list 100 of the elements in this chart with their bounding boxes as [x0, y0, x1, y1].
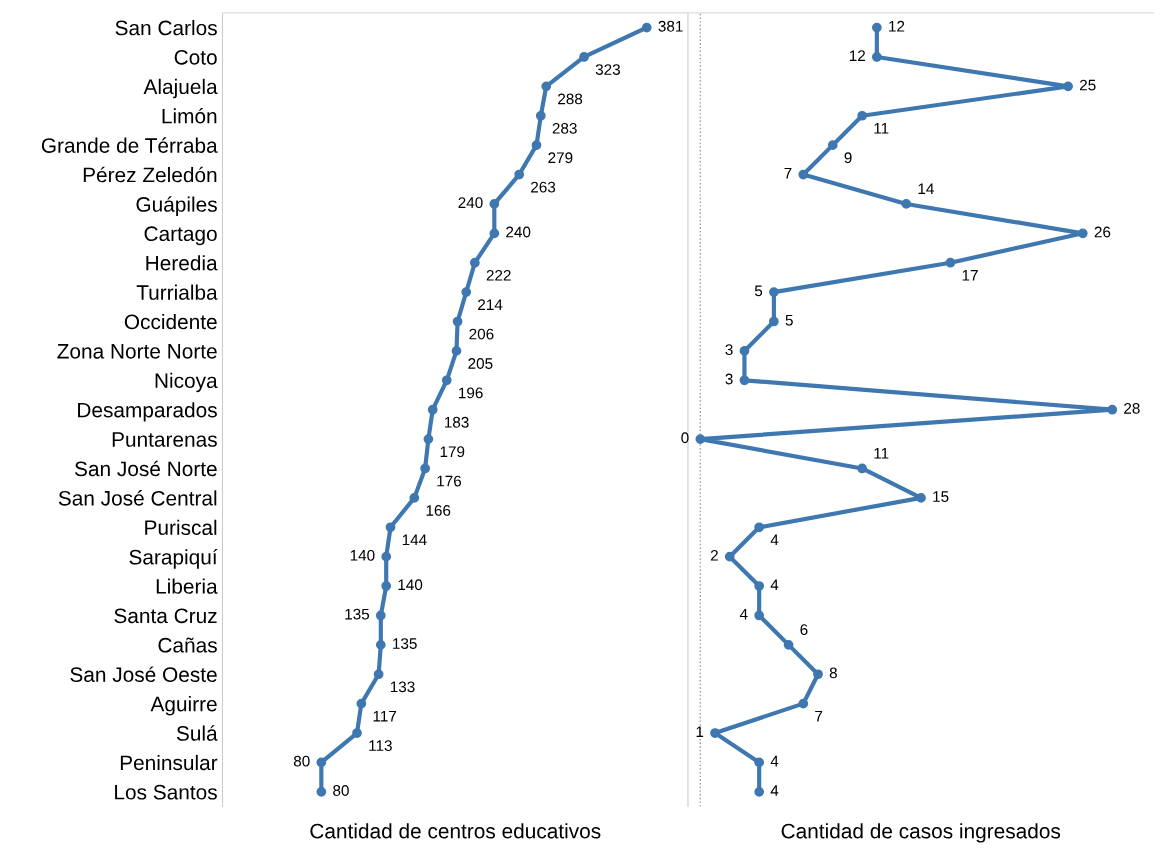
- data-label: 240: [458, 197, 483, 209]
- x-axis-title: Cantidad de casos ingresados: [781, 823, 1061, 843]
- point: [695, 434, 706, 444]
- point: [916, 493, 926, 503]
- point: [871, 22, 882, 33]
- data-label: 15: [933, 491, 949, 502]
- data-label: 222: [486, 269, 511, 281]
- data-label: 11: [874, 448, 889, 459]
- point: [739, 375, 750, 386]
- point: [381, 581, 392, 591]
- data-label: 5: [785, 314, 793, 326]
- point: [827, 140, 838, 151]
- data-label: 4: [739, 608, 748, 620]
- y-tick-label: Puntarenas: [112, 432, 217, 447]
- data-label: 5: [754, 285, 763, 297]
- data-label: 214: [478, 299, 503, 310]
- y-tick-label: Pérez Zeledón: [83, 166, 217, 183]
- y-tick-label: Cañas: [158, 637, 217, 653]
- data-label: 4: [770, 785, 779, 796]
- point: [579, 52, 589, 62]
- point: [441, 375, 452, 386]
- data-label: 7: [815, 710, 823, 722]
- y-tick-label: Peninsular: [120, 754, 218, 771]
- data-label: 240: [506, 226, 531, 238]
- point: [489, 228, 500, 239]
- point: [901, 199, 912, 209]
- y-tick-label: Sulá: [176, 725, 218, 741]
- point: [641, 22, 652, 33]
- data-label: 381: [658, 20, 683, 32]
- y-tick-label: Occidente: [124, 313, 217, 330]
- point: [769, 316, 779, 327]
- y-tick-label: Desamparados: [78, 402, 217, 422]
- point: [724, 551, 735, 562]
- point: [514, 169, 525, 180]
- point: [1063, 81, 1073, 92]
- point: [769, 287, 779, 297]
- point: [451, 346, 462, 356]
- point: [375, 639, 386, 650]
- y-tick-label: Heredia: [146, 255, 218, 271]
- point: [783, 639, 794, 650]
- data-label: 4: [770, 579, 779, 591]
- data-label: 117: [373, 710, 397, 722]
- data-label: 263: [531, 181, 556, 193]
- point: [754, 522, 765, 533]
- data-label: 140: [350, 549, 375, 561]
- point: [316, 757, 327, 768]
- point: [739, 346, 750, 356]
- data-label: 113: [369, 740, 392, 752]
- point: [409, 493, 420, 503]
- data-label: 323: [595, 64, 620, 75]
- data-label: 3: [725, 344, 733, 356]
- data-label: 283: [552, 122, 577, 134]
- point: [754, 581, 765, 591]
- point: [798, 169, 809, 180]
- data-label: 0: [681, 432, 689, 444]
- data-label: 183: [444, 416, 469, 428]
- data-label: 2: [710, 549, 718, 561]
- point: [1077, 228, 1088, 239]
- data-label: 1: [696, 726, 704, 737]
- data-label: 7: [784, 167, 792, 179]
- y-tick-label: Liberia: [156, 578, 218, 594]
- point: [754, 757, 765, 768]
- y-tick-label: Santa Cruz: [114, 608, 217, 624]
- data-label: 279: [548, 152, 573, 164]
- data-label: 176: [437, 475, 462, 487]
- data-label: 14: [918, 183, 934, 194]
- y-tick-label: Zona Norte Norte: [57, 344, 217, 359]
- point: [1107, 404, 1118, 415]
- data-label: 288: [558, 93, 583, 105]
- point: [356, 698, 367, 709]
- point: [385, 522, 396, 533]
- y-tick-label: San José Norte: [74, 460, 217, 477]
- data-label: 80: [293, 755, 310, 767]
- data-label: 133: [390, 681, 415, 693]
- point: [352, 728, 362, 738]
- data-label: 3: [725, 373, 733, 385]
- y-tick-label: Limón: [162, 107, 217, 124]
- data-label: 9: [844, 152, 852, 164]
- y-tick-label: San Carlos: [115, 20, 217, 36]
- y-tick-label: San José Central: [58, 490, 217, 506]
- point: [452, 316, 463, 327]
- y-tick-label: Puriscal: [145, 519, 217, 536]
- point: [316, 786, 327, 797]
- data-label: 135: [345, 608, 370, 620]
- data-label: 196: [459, 387, 483, 399]
- point: [531, 140, 542, 151]
- point: [381, 551, 392, 562]
- y-tick-label: Coto: [174, 49, 217, 65]
- data-label: 4: [770, 534, 779, 546]
- point: [423, 434, 434, 444]
- point: [857, 110, 868, 121]
- point: [375, 610, 386, 621]
- data-label: 11: [874, 123, 889, 134]
- data-label: 4: [770, 755, 779, 767]
- data-label: 140: [398, 579, 423, 591]
- data-label: 6: [800, 624, 808, 636]
- y-tick-label: Guápiles: [136, 196, 217, 216]
- data-label: 206: [469, 328, 494, 340]
- point: [489, 199, 500, 209]
- data-label: 135: [393, 638, 417, 649]
